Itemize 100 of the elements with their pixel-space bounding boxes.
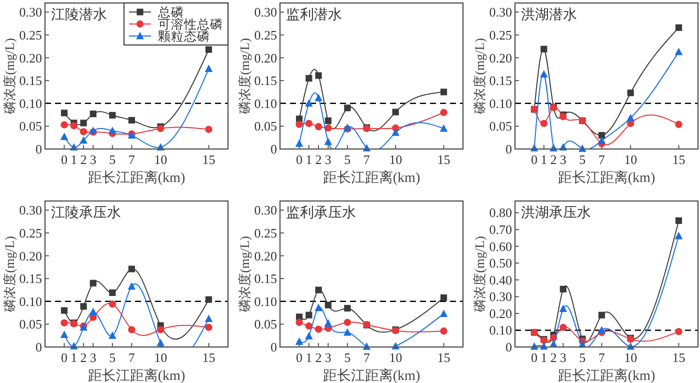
x-tick-label: 1 — [70, 152, 78, 167]
y-tick-label: 0.30 — [19, 202, 42, 218]
x-tick-label: 5 — [579, 350, 586, 365]
y-tick-label: 0.05 — [254, 118, 277, 134]
point — [344, 318, 352, 326]
x-tick-label: 10 — [389, 152, 402, 167]
point — [128, 282, 136, 290]
x-tick-label: 0 — [531, 152, 538, 167]
point — [324, 138, 332, 145]
y-tick-label: 0.10 — [19, 294, 42, 309]
point — [80, 136, 88, 144]
point — [559, 304, 568, 312]
point — [108, 126, 116, 134]
x-tick-label: 0 — [296, 152, 303, 167]
point — [314, 304, 322, 312]
y-tick-label: 0.60 — [489, 238, 512, 254]
y-tick-label: 0.25 — [19, 225, 42, 240]
x-tick-label: 3 — [324, 350, 332, 365]
point — [304, 99, 313, 107]
point — [675, 328, 682, 336]
point — [306, 312, 312, 318]
point — [598, 326, 606, 334]
y-tick-label: 0.25 — [489, 27, 512, 42]
point — [128, 116, 135, 124]
y-tick-label: 0.20 — [254, 50, 277, 66]
point — [60, 319, 68, 326]
y-tick-label: 0.05 — [254, 316, 277, 332]
y-tick-label: 0.10 — [489, 96, 512, 111]
point — [626, 114, 634, 122]
point — [540, 46, 548, 52]
chart-title: 监利承压水 — [286, 205, 356, 221]
point — [560, 324, 567, 331]
x-tick-label: 10 — [624, 152, 638, 167]
y-tick-label: 0.30 — [489, 4, 512, 20]
point — [205, 46, 212, 53]
point — [315, 286, 322, 294]
chart-title: 江陵潜水 — [51, 7, 107, 23]
x-tick-label: 5 — [344, 152, 351, 167]
x-tick-label: 7 — [598, 350, 606, 365]
point — [314, 326, 322, 333]
point — [344, 304, 351, 312]
point — [109, 112, 116, 119]
y-tick-label: 0.05 — [489, 118, 512, 134]
x-tick-label: 15 — [672, 152, 686, 167]
y-tick-label: 0.20 — [489, 306, 512, 321]
point — [560, 286, 566, 292]
point — [626, 342, 634, 350]
y-tick-label: 0.70 — [489, 222, 512, 238]
point — [324, 117, 332, 124]
y-axis-title: 磷浓度(mg/L) — [237, 38, 252, 115]
x-tick-label: 10 — [154, 152, 168, 167]
point — [598, 136, 606, 144]
y-tick-label: 0.40 — [489, 272, 512, 288]
x-tick-label: 5 — [579, 152, 586, 167]
point — [204, 64, 213, 72]
point — [674, 48, 683, 56]
x-tick-label: 15 — [437, 350, 450, 365]
y-tick-label: 0.30 — [254, 202, 277, 218]
x-tick-label: 7 — [363, 350, 370, 365]
point — [205, 126, 212, 133]
x-tick-label: 2 — [80, 152, 87, 167]
y-axis-title: 磷浓度(mg/L) — [237, 236, 252, 313]
point — [674, 232, 683, 240]
point — [675, 217, 682, 224]
x-tick-label: 1 — [70, 350, 78, 365]
point — [60, 307, 68, 314]
x-tick-label: 5 — [344, 350, 351, 365]
y-tick-label: 0.20 — [254, 248, 277, 264]
y-tick-label: 0.30 — [19, 4, 42, 20]
y-tick-label: 0 — [506, 142, 512, 156]
x-tick-label: 0 — [296, 350, 303, 365]
x-tick-label: 7 — [128, 350, 136, 365]
y-tick-label: 0 — [506, 340, 512, 354]
point — [598, 312, 605, 318]
y-tick-label: 0.10 — [489, 322, 512, 338]
point — [128, 326, 136, 334]
x-tick-label: 5 — [109, 152, 116, 167]
x-tick-label: 2 — [550, 152, 557, 167]
x-tick-label: 15 — [672, 350, 686, 365]
chart-title: 监利潜水 — [286, 7, 342, 23]
x-tick-label: 7 — [128, 152, 136, 167]
point — [60, 330, 68, 338]
y-tick-label: 0.80 — [489, 205, 512, 220]
y-tick-label: 0 — [36, 340, 42, 354]
point — [304, 332, 313, 340]
point — [578, 144, 586, 152]
y-tick-label: 0.30 — [254, 4, 277, 20]
y-tick-label: 0.25 — [19, 27, 42, 42]
y-tick-label: 0 — [270, 142, 277, 156]
point — [90, 280, 96, 286]
point — [295, 337, 304, 345]
point — [314, 94, 322, 102]
point — [156, 124, 164, 132]
y-tick-label: 0.15 — [254, 73, 277, 88]
x-tick-label: 2 — [315, 152, 322, 167]
x-tick-label: 10 — [389, 350, 402, 365]
point — [324, 302, 332, 308]
point — [80, 120, 87, 126]
point — [540, 120, 548, 128]
x-tick-label: 1 — [540, 350, 548, 365]
